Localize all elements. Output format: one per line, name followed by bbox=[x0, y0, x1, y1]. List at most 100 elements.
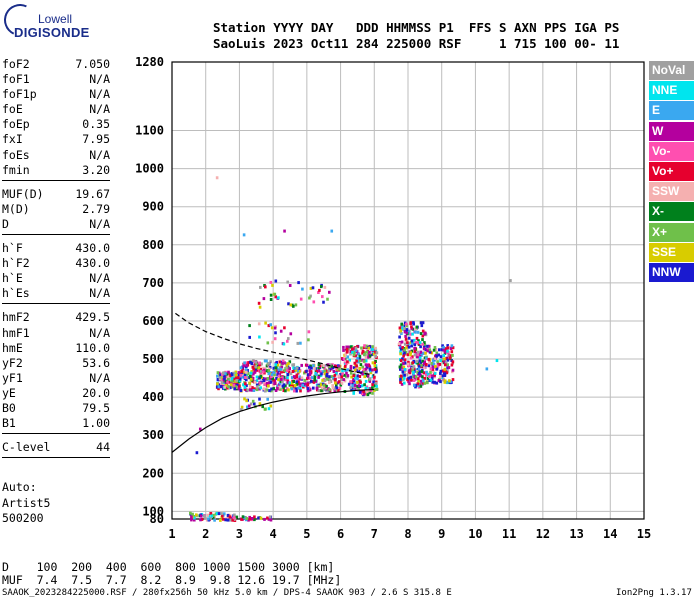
echo-point bbox=[265, 388, 269, 392]
param-value: 1.00 bbox=[82, 416, 110, 431]
echo-point bbox=[435, 367, 439, 371]
echo-point bbox=[426, 381, 429, 385]
echo-point bbox=[210, 512, 214, 516]
echo-point bbox=[404, 350, 408, 354]
echo-point bbox=[232, 373, 235, 377]
echo-point bbox=[270, 389, 273, 393]
echo-point bbox=[444, 369, 447, 373]
legend-item-nne: NNE bbox=[649, 81, 694, 101]
echo-point bbox=[364, 355, 368, 359]
echo-point bbox=[375, 370, 378, 374]
echo-point bbox=[432, 370, 435, 374]
echo-point bbox=[362, 370, 365, 373]
echo-point bbox=[423, 376, 426, 380]
echo-point bbox=[417, 339, 420, 343]
echo-point bbox=[356, 380, 359, 384]
echo-point bbox=[295, 382, 299, 386]
y-tick-label: 900 bbox=[142, 200, 164, 214]
param-value: N/A bbox=[89, 72, 110, 87]
param-row: yF1 N/A bbox=[2, 371, 110, 386]
echo-point bbox=[372, 352, 376, 356]
echo-point bbox=[370, 353, 374, 357]
echo-point bbox=[446, 344, 449, 348]
echo-point bbox=[413, 350, 417, 354]
echo-point bbox=[292, 384, 295, 388]
echo-point bbox=[442, 354, 445, 357]
echo-point bbox=[409, 375, 412, 379]
polarization-legend: NoVal NNE E W Vo- Vo+ SSW X- X+ SSE NNW bbox=[649, 61, 694, 283]
echo-point bbox=[247, 404, 251, 408]
echo-point bbox=[200, 517, 204, 521]
echo-point bbox=[295, 373, 299, 377]
echo-point bbox=[233, 387, 236, 391]
echo-point bbox=[258, 376, 261, 380]
echo-point bbox=[305, 369, 308, 373]
echo-point bbox=[274, 366, 278, 370]
echo-point bbox=[426, 376, 430, 380]
echo-point bbox=[263, 517, 266, 521]
param-name: h`F bbox=[2, 241, 23, 256]
echo-point bbox=[361, 358, 364, 362]
param-name: fxI bbox=[2, 132, 23, 147]
echo-point bbox=[403, 342, 407, 346]
echo-point bbox=[356, 377, 359, 381]
echo-point bbox=[333, 389, 337, 392]
echo-point bbox=[310, 379, 313, 383]
echo-point bbox=[356, 374, 359, 378]
echo-point bbox=[357, 360, 360, 364]
echo-point bbox=[240, 369, 244, 373]
echo-point bbox=[425, 373, 428, 377]
param-divider bbox=[2, 433, 110, 440]
echo-point bbox=[436, 364, 440, 368]
x-tick-label: 10 bbox=[468, 527, 482, 541]
echo-point bbox=[245, 376, 249, 380]
echo-point bbox=[399, 350, 402, 354]
echo-point bbox=[405, 331, 408, 335]
echo-point bbox=[237, 376, 240, 380]
param-row: B1 1.00 bbox=[2, 416, 110, 431]
echo-point bbox=[269, 380, 273, 384]
param-name: D bbox=[2, 216, 9, 231]
echo-point bbox=[448, 354, 451, 358]
echo-point bbox=[415, 351, 418, 355]
echo-point bbox=[400, 382, 404, 386]
scaled-parameters-panel: foF2 7.050 foF1 N/A foF1p N/A foE N/A foEp 0.35 fx… bbox=[2, 57, 110, 464]
echo-point bbox=[308, 365, 311, 369]
echo-point bbox=[408, 369, 411, 373]
echo-point bbox=[495, 359, 499, 363]
echo-point bbox=[240, 408, 243, 412]
echo-point bbox=[328, 375, 331, 379]
echo-point bbox=[280, 370, 283, 374]
echo-point bbox=[243, 361, 246, 365]
echo-point bbox=[333, 373, 337, 377]
echo-point bbox=[403, 370, 406, 374]
echo-point bbox=[357, 379, 361, 383]
echo-point bbox=[319, 370, 322, 374]
echo-point bbox=[355, 364, 358, 368]
echo-point bbox=[251, 399, 255, 403]
echo-point bbox=[335, 371, 338, 375]
echo-point bbox=[235, 515, 239, 519]
echo-point bbox=[239, 373, 243, 377]
echo-point bbox=[277, 368, 280, 372]
echo-point bbox=[284, 389, 287, 393]
param-value: 0.35 bbox=[82, 117, 110, 132]
echo-point bbox=[449, 354, 453, 358]
echo-point bbox=[364, 359, 368, 363]
echo-point bbox=[409, 322, 412, 326]
echo-point bbox=[338, 367, 341, 371]
echo-point bbox=[325, 384, 328, 388]
echo-point bbox=[294, 368, 298, 372]
echo-point bbox=[407, 345, 411, 349]
echo-point bbox=[328, 381, 331, 384]
echo-point bbox=[273, 382, 276, 385]
echo-point bbox=[219, 518, 222, 522]
echo-point bbox=[350, 375, 353, 379]
echo-point bbox=[399, 367, 402, 371]
echo-point bbox=[399, 329, 403, 333]
param-value: 110.0 bbox=[75, 340, 110, 355]
echo-point bbox=[243, 387, 247, 391]
echo-point bbox=[253, 370, 257, 374]
echo-point bbox=[258, 335, 261, 339]
echo-point bbox=[258, 402, 262, 406]
